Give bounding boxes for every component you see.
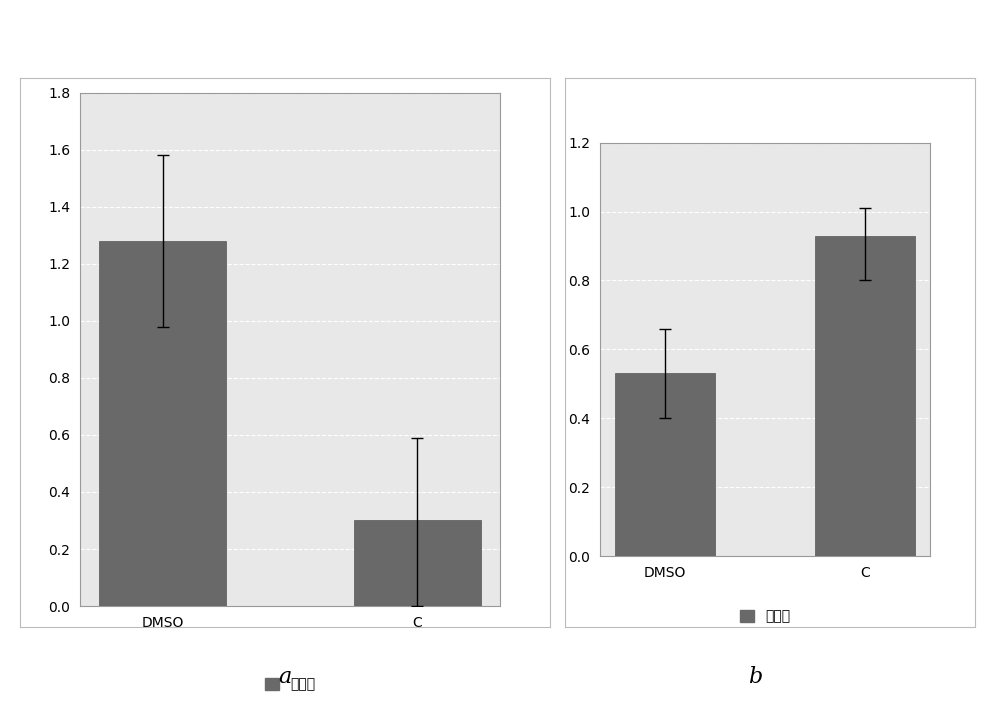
Bar xyxy=(354,520,481,606)
Text: a: a xyxy=(278,667,292,688)
Bar xyxy=(815,235,915,556)
Legend: 平均値: 平均値 xyxy=(740,610,790,624)
Bar xyxy=(99,241,226,606)
Legend: 平均値: 平均値 xyxy=(265,677,315,692)
Text: b: b xyxy=(748,667,762,688)
Bar xyxy=(615,374,715,556)
